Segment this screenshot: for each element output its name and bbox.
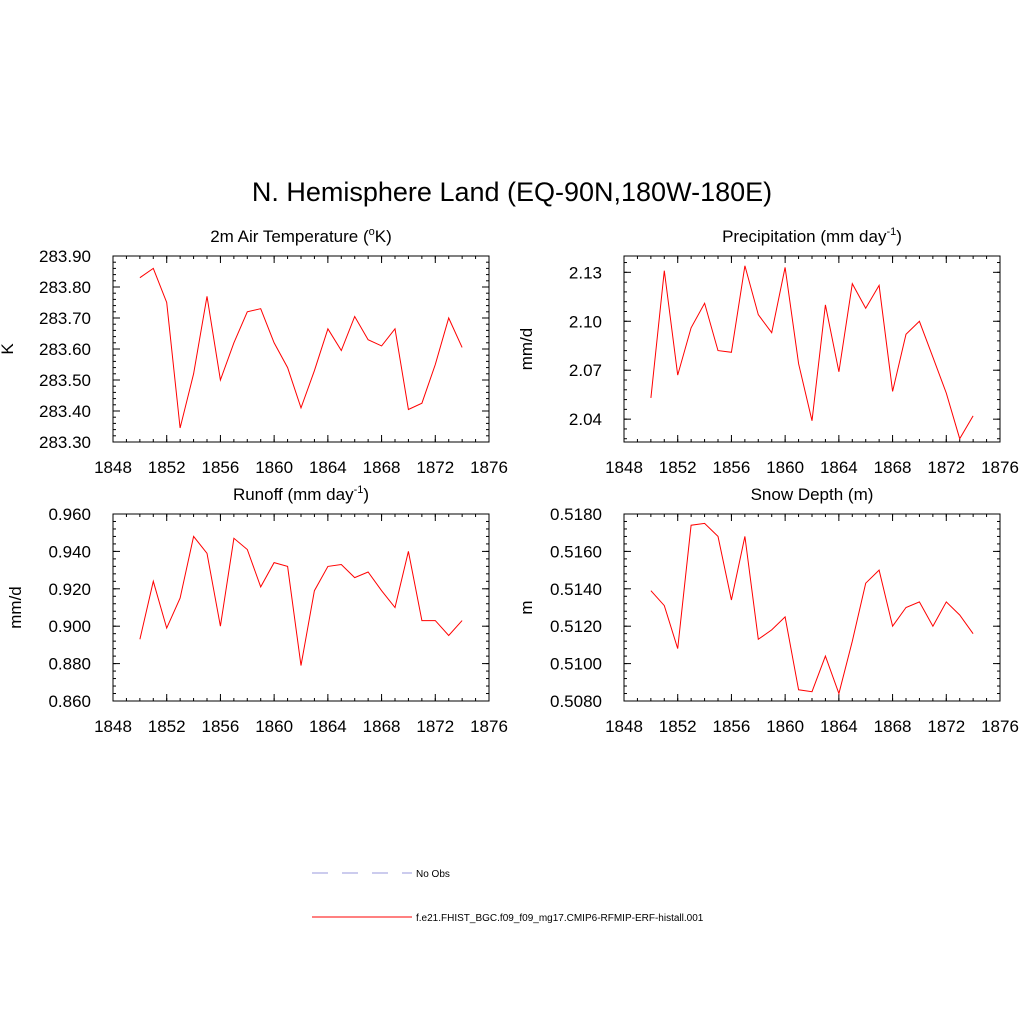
y-tick-label: 0.960 [48,505,91,524]
panel-title-sup: -1 [886,226,896,238]
panel-title-tail: ) [896,227,902,246]
x-tick-label: 1852 [148,717,186,736]
data-series-line [650,265,974,440]
panel-title: Snow Depth (m) [751,485,874,504]
x-tick-label: 1872 [927,717,965,736]
y-tick-label: 283.90 [39,247,91,266]
x-tick-label: 1860 [255,458,293,477]
y-tick-label: 283.40 [39,402,91,421]
y-tick-label: 283.70 [39,309,91,328]
x-tick-label: 1848 [94,458,132,477]
legend: No Obs f.e21.FHIST_BGC.f09_f09_mg17.CMIP… [312,869,704,924]
x-tick-label: 1856 [202,717,240,736]
panel-title-main: Precipitation (mm day [722,227,887,246]
x-tick-label: 1856 [202,458,240,477]
y-axis-label: m [517,600,536,614]
x-tick-label: 1860 [766,458,804,477]
x-tick-label: 1868 [363,458,401,477]
data-series-line [139,535,463,666]
panel-precipitation: Precipitation (mm day-1) 1848 1852 1856 186… [517,226,1019,477]
y-tick-label: 0.5160 [550,542,602,561]
y-tick-label: 0.5180 [550,505,602,524]
plot-frame [112,255,490,443]
legend-obs-label: No Obs [416,869,450,880]
y-axis-label: mm/d [517,328,536,371]
x-tick-label: 1856 [713,458,751,477]
x-tick-label: 1864 [820,458,858,477]
legend-model-label: f.e21.FHIST_BGC.f09_f09_mg17.CMIP6-RFMIP… [416,913,704,924]
y-tick-label: 2.13 [569,263,602,282]
x-tick-label: 1852 [148,458,186,477]
y-tick-label: 283.80 [39,278,91,297]
x-tick-label: 1852 [659,458,697,477]
panel-title: Precipitation (mm day-1) [722,226,902,246]
x-tick-label: 1860 [766,717,804,736]
panel-title-main: Snow Depth (m) [751,485,874,504]
y-tick-label: 0.940 [48,542,91,561]
x-tick-label: 1848 [605,458,643,477]
x-tick-label: 1868 [874,458,912,477]
data-series-line [139,267,463,429]
y-tick-label: 0.900 [48,617,91,636]
panel-title-main: 2m Air Temperature ( [210,227,369,246]
axes-runoff: 1848 1852 1856 1860 1864 1868 1872 1876 0.860 0.8… [6,505,508,736]
y-tick-label: 0.880 [48,655,91,674]
y-tick-label: 2.10 [569,312,602,331]
y-tick-label: 0.5080 [550,692,602,711]
y-tick-label: 0.860 [48,692,91,711]
panel-title: 2m Air Temperature (oK) [210,226,392,246]
x-tick-label: 1856 [713,717,751,736]
y-tick-label: 0.5100 [550,655,602,674]
y-tick-label: 0.5140 [550,580,602,599]
x-tick-label: 1860 [255,717,293,736]
y-axis-label: mm/d [6,586,25,629]
y-tick-label: 2.07 [569,361,602,380]
panel-air-temperature: 2m Air Temperature (oK) 1848 1852 1856 1860… [0,226,508,477]
x-tick-label: 1848 [94,717,132,736]
x-tick-label: 1876 [981,717,1019,736]
figure-title: N. Hemisphere Land (EQ-90N,180W-180E) [252,177,772,207]
axes-snow-depth: 1848 1852 1856 1860 1864 1868 1872 1876 0.5080 0.… [517,505,1019,736]
panel-title-tail: K) [375,227,392,246]
y-tick-label: 283.30 [39,433,91,452]
y-tick-label: 283.60 [39,340,91,359]
x-tick-label: 1872 [416,717,454,736]
panel-runoff: Runoff (mm day-1) 1848 1852 1856 1860 1864 18… [6,484,508,736]
x-tick-label: 1864 [309,458,347,477]
y-tick-label: 0.920 [48,580,91,599]
x-tick-label: 1872 [416,458,454,477]
plot-frame [623,255,1001,443]
y-tick-label: 2.04 [569,410,602,429]
panel-snow-depth: Snow Depth (m) 1848 1852 1856 1860 1864 1868 1… [517,485,1019,736]
panel-title-sup: o [369,226,375,238]
x-tick-label: 1868 [874,717,912,736]
y-tick-label: 0.5120 [550,617,602,636]
panel-title: Runoff (mm day-1) [233,484,369,504]
x-tick-label: 1848 [605,717,643,736]
x-tick-label: 1876 [470,717,508,736]
x-tick-label: 1852 [659,717,697,736]
plot-frame [112,513,490,702]
x-tick-label: 1868 [363,717,401,736]
x-tick-label: 1864 [309,717,347,736]
panel-title-sup: -1 [354,484,364,496]
data-series-line [650,522,974,696]
x-tick-label: 1876 [981,458,1019,477]
axes-air-temperature: 1848 1852 1856 1860 1864 1868 1872 1876 283.30 28… [0,247,508,477]
y-tick-label: 283.50 [39,371,91,390]
x-tick-label: 1864 [820,717,858,736]
panel-title-tail: ) [363,485,369,504]
axes-precipitation: 1848 1852 1856 1860 1864 1868 1872 1876 2.04 2.07… [517,255,1019,477]
x-tick-label: 1876 [470,458,508,477]
panel-title-main: Runoff (mm day [233,485,354,504]
y-axis-label: K [0,343,17,355]
x-tick-label: 1872 [927,458,965,477]
